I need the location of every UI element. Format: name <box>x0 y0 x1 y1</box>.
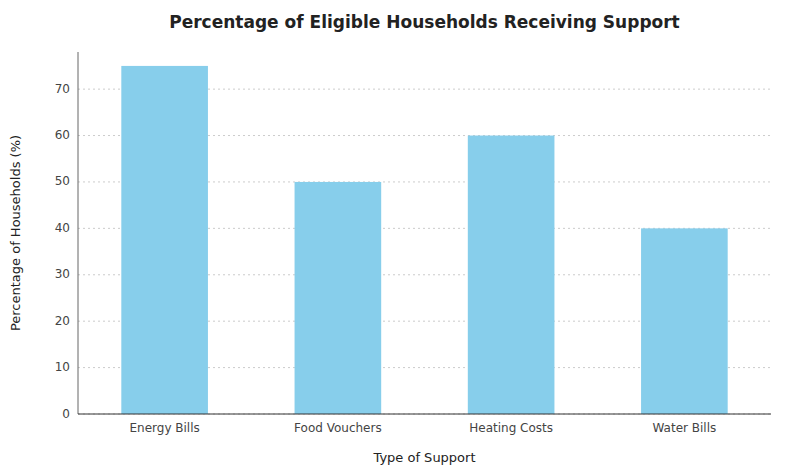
y-axis-label: Percentage of Households (%) <box>8 135 23 331</box>
background <box>0 0 795 476</box>
x-tick-label: Heating Costs <box>469 421 553 435</box>
chart-svg: 0 10 20 30 40 50 60 70 Energy Bills Food Vouchers… <box>0 0 795 476</box>
bar <box>121 66 208 414</box>
x-ticks: Energy Bills Food Vouchers Heating Costs Wa… <box>129 421 716 435</box>
y-tick-label: 50 <box>55 174 70 188</box>
y-tick-label: 20 <box>55 314 70 328</box>
chart-container: 0 10 20 30 40 50 60 70 Energy Bills Food Vouchers… <box>0 0 795 476</box>
x-axis-line <box>78 414 771 415</box>
bar <box>641 228 728 414</box>
y-tick-label: 0 <box>62 407 70 421</box>
bar <box>295 182 382 414</box>
grid-line <box>78 414 771 415</box>
x-tick-label: Food Vouchers <box>294 421 382 435</box>
y-ticks: 0 10 20 30 40 50 60 70 <box>55 82 70 421</box>
y-tick-label: 10 <box>55 360 70 374</box>
x-axis-label: Type of Support <box>372 450 475 465</box>
y-tick-label: 60 <box>55 128 70 142</box>
x-tick-label: Water Bills <box>652 421 716 435</box>
y-tick-label: 30 <box>55 267 70 281</box>
bars <box>121 66 727 414</box>
y-axis-line <box>78 52 79 414</box>
y-tick-label: 40 <box>55 221 70 235</box>
bar <box>468 136 555 414</box>
y-tick-label: 70 <box>55 82 70 96</box>
chart-title: Percentage of Eligible Households Receiv… <box>169 12 680 32</box>
x-tick-label: Energy Bills <box>129 421 199 435</box>
